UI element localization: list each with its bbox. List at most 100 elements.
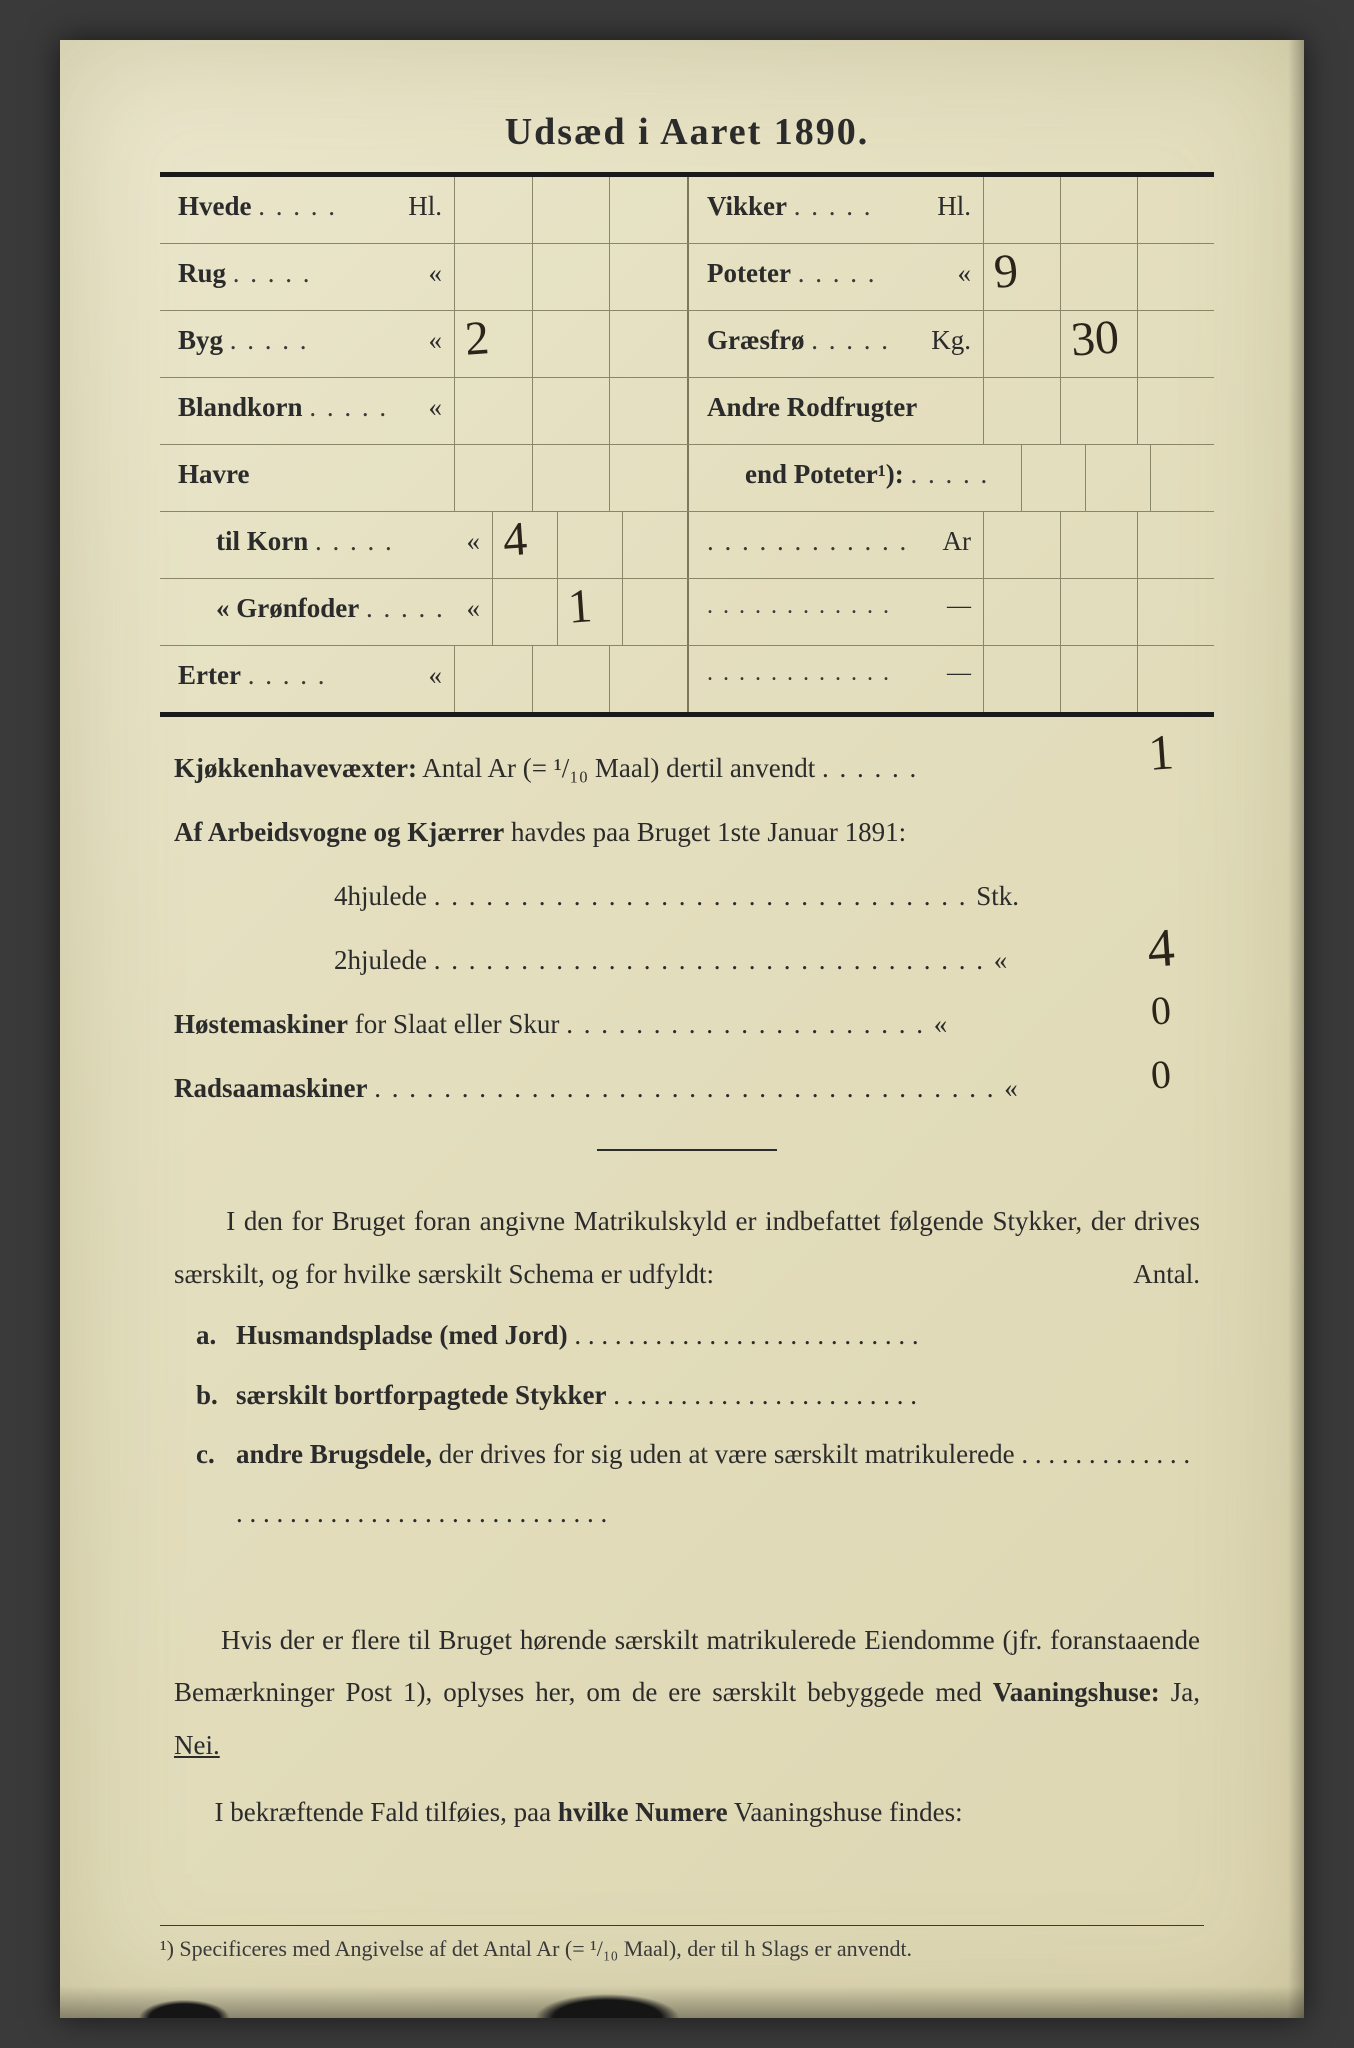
sowing-row-label: Hvede . . . . .Hl. xyxy=(160,177,454,243)
sowing-row: Havre xyxy=(160,444,687,511)
enum-c-bold: andre Brugsdele, xyxy=(236,1439,432,1469)
dots: . . . . . . . . . . . . . . . . . . . . … xyxy=(374,1073,1004,1103)
sowing-row-label: Blandkorn . . . . .« xyxy=(160,378,454,444)
sowing-cell xyxy=(454,646,532,712)
sowing-row-cells: 1 xyxy=(492,579,687,645)
sowing-cell xyxy=(532,177,610,243)
dots: . . . . . . . . . . . . . . . . . . . . … xyxy=(606,1380,917,1410)
sowing-row-cells xyxy=(454,177,687,243)
sowing-cell xyxy=(983,378,1060,444)
sowing-row: . . . . . . . . . . . .Ar xyxy=(687,511,1214,578)
radsaa-value: 0 xyxy=(1115,1052,1208,1098)
fourwheel-line: 4hjulede . . . . . . . . . . . . . . . .… xyxy=(174,869,1200,923)
sowing-cell xyxy=(1137,244,1214,310)
handwritten-value: 2 xyxy=(463,314,490,364)
sowing-cell xyxy=(1060,177,1137,243)
twowheel-value: 4 xyxy=(1114,918,1208,978)
sowing-row-label: . . . . . . . . . . . .— xyxy=(687,646,983,712)
vogner-label: Af Arbeidsvogne og Kjærrer xyxy=(174,817,504,847)
sowing-row: Andre Rodfrugter xyxy=(687,377,1214,444)
handwritten-value: 9 xyxy=(992,247,1019,297)
confirm-a: I bekræftende Fald tilføies, paa xyxy=(215,1797,552,1827)
fourwheel-unit: Stk. xyxy=(976,881,1019,911)
sowing-cell xyxy=(1060,378,1137,444)
enum-a-lit: a. xyxy=(196,1306,236,1365)
page-title: Udsæd i Aaret 1890. xyxy=(160,110,1214,154)
hostemaskiner-line: Høstemaskiner for Slaat eller Skur . . .… xyxy=(174,997,1200,1051)
document-page: Udsæd i Aaret 1890. Hvede . . . . .Hl.Ru… xyxy=(60,40,1304,2018)
handwritten-value: 4 xyxy=(501,515,528,565)
antal-label: Antal. xyxy=(1133,1248,1200,1301)
sowing-cell xyxy=(1085,445,1149,511)
sowing-cell xyxy=(1137,311,1214,377)
vogner-text: havdes paa Bruget 1ste Januar 1891: xyxy=(511,817,906,847)
sowing-row-cells xyxy=(983,378,1214,444)
sowing-cell xyxy=(532,311,610,377)
sowing-row-cells xyxy=(983,646,1214,712)
footnote: ¹) Specificeres med Angivelse af det Ant… xyxy=(160,1925,1204,1962)
sowing-cell xyxy=(1137,177,1214,243)
sowing-cell xyxy=(1137,646,1214,712)
enum-list: a. Husmandspladse (med Jord) . . . . . .… xyxy=(160,1300,1214,1544)
sowing-cell xyxy=(622,579,687,645)
sowing-cell xyxy=(983,512,1060,578)
sowing-row-label: . . . . . . . . . . . .— xyxy=(687,579,983,645)
twowheel-label: 2hjulede xyxy=(334,945,427,975)
sowing-cell xyxy=(983,646,1060,712)
sowing-cell xyxy=(983,177,1060,243)
sowing-cell xyxy=(1137,378,1214,444)
sowing-row: Poteter . . . . .«9 xyxy=(687,243,1214,310)
sowing-cell xyxy=(532,445,610,511)
sowing-row: Erter . . . . .« xyxy=(160,645,687,712)
sowing-row-label: Græsfrø . . . . .Kg. xyxy=(687,311,983,377)
sowing-cell xyxy=(1060,579,1137,645)
radsaa-line: Radsaamaskiner . . . . . . . . . . . . .… xyxy=(174,1061,1200,1115)
sowing-cell: 1 xyxy=(557,579,622,645)
sowing-row-cells: 2 xyxy=(454,311,687,377)
sowing-cell xyxy=(532,646,610,712)
page-damage xyxy=(60,1972,1304,2018)
sowing-cell xyxy=(609,177,687,243)
sowing-row: end Poteter¹): . . . . . xyxy=(687,444,1214,511)
sowing-row-cells xyxy=(983,177,1214,243)
scan-background: Udsæd i Aaret 1890. Hvede . . . . .Hl.Ru… xyxy=(0,0,1354,2048)
sowing-row-cells xyxy=(983,579,1214,645)
hostemaskiner-unit: « xyxy=(934,1009,948,1039)
enum-b-bold: særskilt bortforpagtede Stykker xyxy=(236,1380,606,1410)
sowing-cell xyxy=(492,579,557,645)
sowing-row-label: til Korn . . . . .« xyxy=(160,512,492,578)
sowing-cell xyxy=(532,378,610,444)
sowing-cell xyxy=(609,244,687,310)
radsaa-label: Radsaamaskiner xyxy=(174,1073,368,1103)
enum-a: a. Husmandspladse (med Jord) . . . . . .… xyxy=(196,1306,1200,1365)
sowing-cell xyxy=(557,512,622,578)
sowing-row-cells: 9 xyxy=(983,244,1214,310)
hostemaskiner-value: 0 xyxy=(1115,988,1208,1034)
sowing-cell: 9 xyxy=(983,244,1060,310)
sowing-cell xyxy=(622,512,687,578)
mid-section: Kjøkkenhavevæxter: Antal Ar (= ¹/₁₀ Maal… xyxy=(160,717,1214,1115)
kjokkenhave-line: Kjøkkenhavevæxter: Antal Ar (= ¹/₁₀ Maal… xyxy=(174,741,1200,795)
enum-b-lit: b. xyxy=(196,1366,236,1425)
sowing-row-label: Rug . . . . .« xyxy=(160,244,454,310)
dots: . . . . . . . . . . . . . . . . . . . . … xyxy=(566,1009,934,1039)
sowing-row-cells xyxy=(1021,445,1214,511)
confirm-c: Vaaningshuse findes: xyxy=(734,1797,963,1827)
spacer xyxy=(160,1544,1214,1614)
sowing-cell xyxy=(532,244,610,310)
sowing-row: . . . . . . . . . . . .— xyxy=(687,645,1214,712)
fourwheel-label: 4hjulede xyxy=(334,881,427,911)
fourwheel-value xyxy=(1116,860,1206,866)
vogner-intro: Af Arbeidsvogne og Kjærrer havdes paa Br… xyxy=(174,805,1200,859)
dots: . . . . . . . . . . . . . . . . . . . . … xyxy=(434,945,994,975)
nei-option: Nei. xyxy=(174,1730,220,1760)
section-intro-text: I den for Bruget foran angivne Matrikuls… xyxy=(174,1206,1200,1289)
sowing-row-cells xyxy=(454,646,687,712)
sowing-row: Byg . . . . .«2 xyxy=(160,310,687,377)
kjokkenhave-label: Kjøkkenhavevæxter: xyxy=(174,753,417,783)
sowing-row-label: . . . . . . . . . . . .Ar xyxy=(687,512,983,578)
sowing-row-cells xyxy=(454,244,687,310)
footnote-text: ¹) Specificeres med Angivelse af det Ant… xyxy=(160,1936,912,1961)
sowing-cell xyxy=(1021,445,1085,511)
confirm-line: I bekræftende Fald tilføies, paa hvilke … xyxy=(160,1786,1214,1839)
